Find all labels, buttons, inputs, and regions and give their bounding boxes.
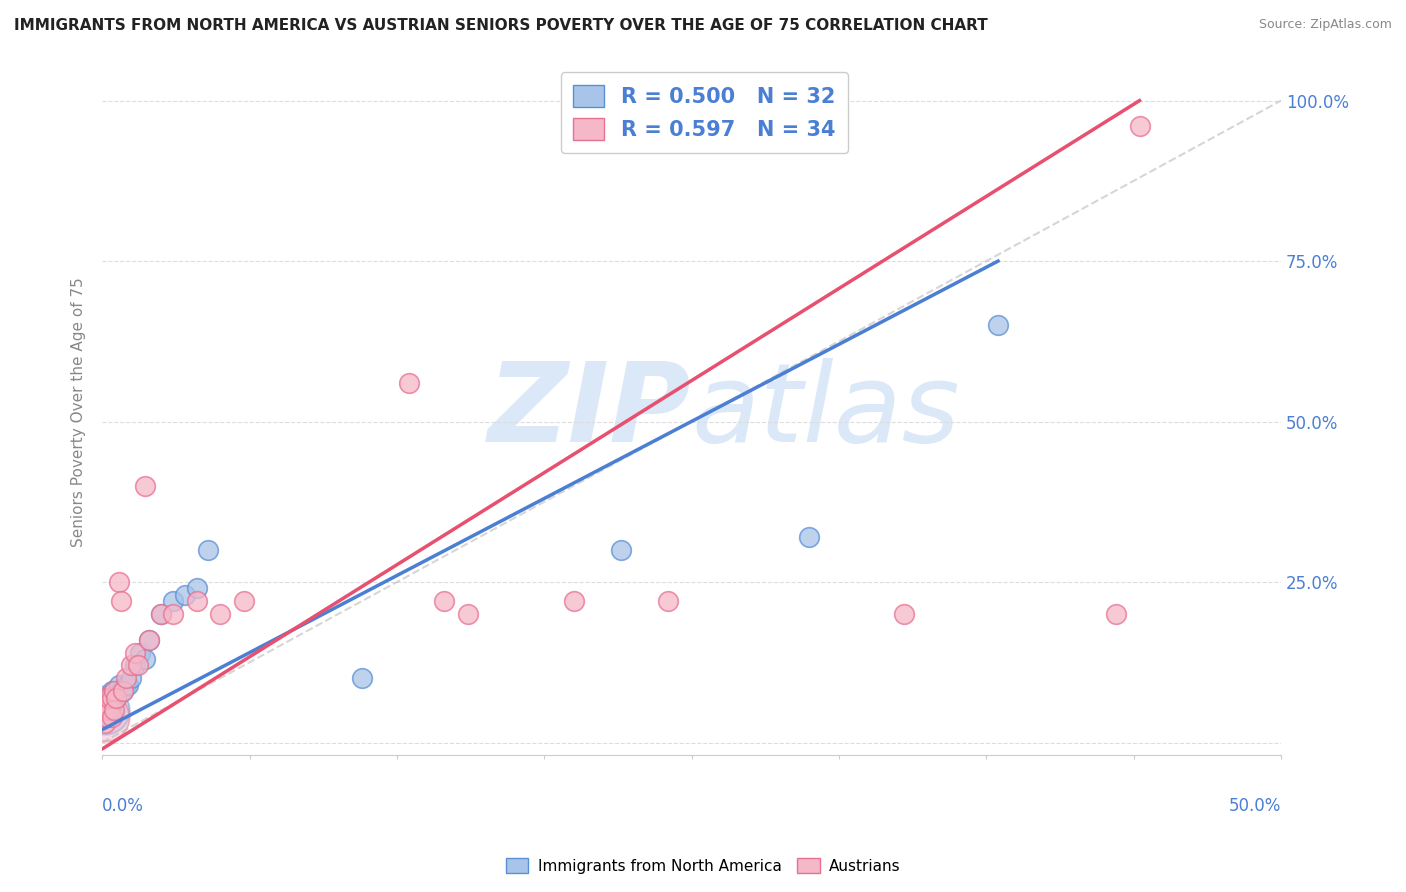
Point [105, 690, 128, 705]
Point [103, 684, 125, 698]
Point [150, 607, 173, 621]
Point [110, 684, 132, 698]
Y-axis label: Seniors Poverty Over the Age of 75: Seniors Poverty Over the Age of 75 [72, 277, 86, 547]
Point [114, 678, 136, 692]
Point [186, 594, 208, 608]
Point [98, 697, 121, 711]
Point [117, 678, 139, 692]
Point [103, 690, 125, 705]
Point [186, 582, 208, 596]
Point [105, 690, 128, 705]
Point [103, 684, 125, 698]
Point [112, 684, 135, 698]
Point [93, 697, 115, 711]
Text: atlas: atlas [692, 359, 960, 466]
Text: 0.0%: 0.0% [103, 797, 143, 814]
Point [93, 690, 115, 705]
Point [350, 671, 373, 685]
Point [232, 594, 254, 608]
Point [93, 716, 115, 731]
Point [100, 684, 122, 698]
Point [93, 703, 115, 717]
Text: 50.0%: 50.0% [1229, 797, 1281, 814]
Text: ZIP: ZIP [488, 359, 692, 466]
Point [96, 697, 118, 711]
Point [100, 710, 122, 724]
Point [893, 607, 915, 621]
Point [120, 658, 142, 673]
Point [96, 710, 118, 724]
Point [93, 703, 115, 717]
Point [107, 575, 129, 590]
Point [93, 710, 115, 724]
Point [96, 697, 118, 711]
Point [209, 607, 232, 621]
Point [114, 671, 136, 685]
Legend: Immigrants from North America, Austrians: Immigrants from North America, Austrians [499, 852, 907, 880]
Point [98, 703, 121, 717]
Point [162, 607, 184, 621]
Point [398, 376, 420, 390]
Point [433, 594, 456, 608]
Point [93, 703, 115, 717]
Point [457, 607, 479, 621]
Point [138, 632, 160, 647]
Point [562, 594, 585, 608]
Point [124, 646, 146, 660]
Text: IMMIGRANTS FROM NORTH AMERICA VS AUSTRIAN SENIORS POVERTY OVER THE AGE OF 75 COR: IMMIGRANTS FROM NORTH AMERICA VS AUSTRIA… [14, 18, 988, 33]
Point [120, 671, 142, 685]
Point [129, 646, 152, 660]
Point [98, 690, 121, 705]
Point [107, 678, 129, 692]
Point [103, 703, 125, 717]
Point [93, 710, 115, 724]
Point [127, 658, 149, 673]
Point [1128, 120, 1150, 134]
Point [987, 318, 1010, 333]
Point [134, 479, 156, 493]
Point [96, 703, 118, 717]
Point [610, 543, 633, 558]
Point [150, 607, 173, 621]
Point [110, 594, 132, 608]
Point [799, 530, 821, 544]
Point [173, 588, 195, 602]
Point [124, 658, 146, 673]
Point [162, 594, 184, 608]
Point [100, 690, 122, 705]
Point [96, 690, 118, 705]
Point [134, 652, 156, 666]
Point [657, 594, 679, 608]
Point [1105, 607, 1128, 621]
Point [98, 690, 121, 705]
Point [138, 632, 160, 647]
Point [100, 697, 122, 711]
Point [197, 543, 219, 558]
Legend: R = 0.500   N = 32, R = 0.597   N = 34: R = 0.500 N = 32, R = 0.597 N = 34 [561, 72, 848, 153]
Point [112, 684, 135, 698]
Text: Source: ZipAtlas.com: Source: ZipAtlas.com [1258, 18, 1392, 31]
